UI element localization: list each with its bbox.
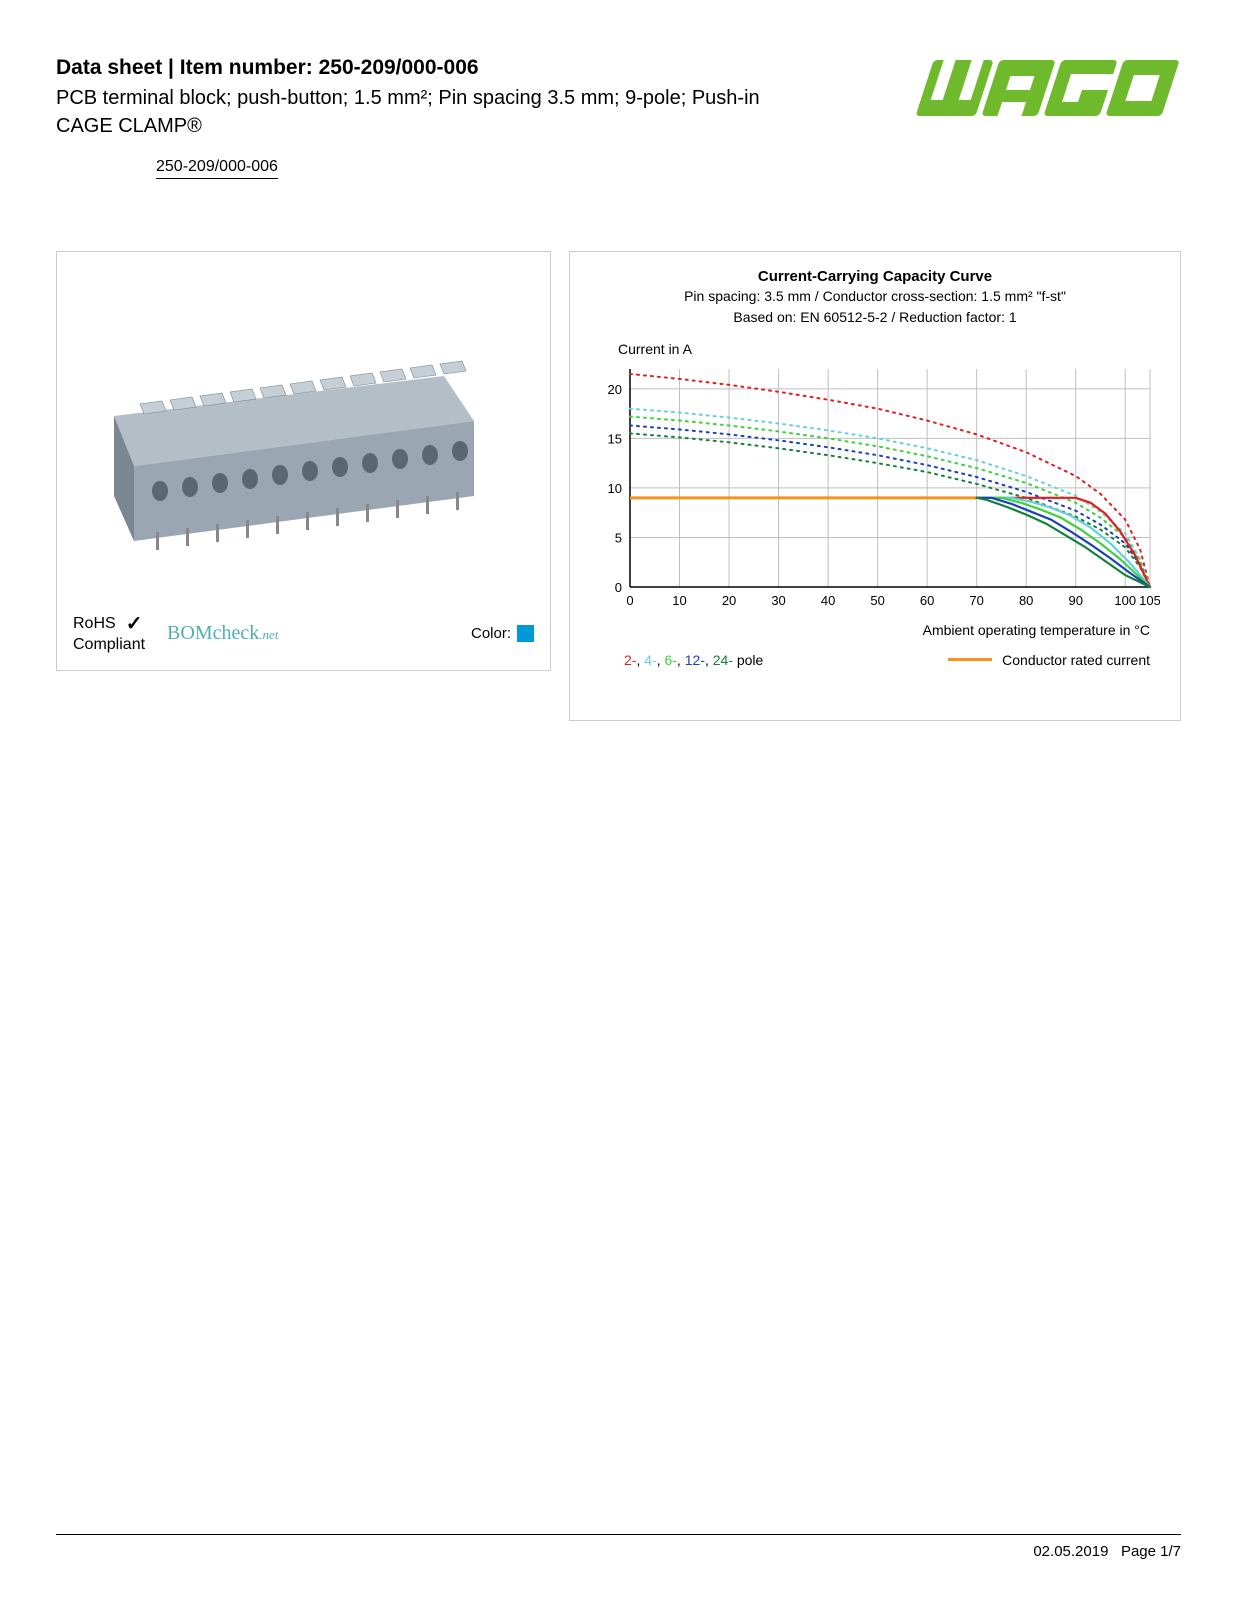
svg-text:100: 100 — [1114, 593, 1136, 608]
footer-page: Page 1/7 — [1121, 1543, 1181, 1560]
svg-text:90: 90 — [1068, 593, 1082, 608]
product-illustration — [73, 268, 534, 605]
wago-logo — [901, 56, 1181, 131]
chart-y-label: Current in A — [618, 341, 1160, 357]
svg-text:105: 105 — [1139, 593, 1160, 608]
legend-pole-24: 24- — [713, 652, 733, 668]
color-indicator: Color: — [471, 625, 534, 642]
chart-subtitle-2: Based on: EN 60512-5-2 / Reduction facto… — [590, 308, 1160, 327]
chart-subtitle-1: Pin spacing: 3.5 mm / Conductor cross-se… — [590, 287, 1160, 306]
chart-plot: 0 10 20 30 40 50 60 70 80 90 100105 0 5 10 15 20 — [590, 363, 1160, 618]
header: Data sheet | Item number: 250-209/000-00… — [56, 56, 1181, 179]
svg-text:30: 30 — [771, 593, 785, 608]
chart-title: Current-Carrying Capacity Curve — [590, 268, 1160, 285]
chart-x-label: Ambient operating temperature in °C — [590, 622, 1160, 638]
svg-text:5: 5 — [615, 530, 622, 545]
badges-row: RoHS ✓ Compliant BOMcheck.net Color: — [73, 613, 534, 654]
legend-pole-2: 2- — [624, 652, 636, 668]
legend-pole-12: 12- — [685, 652, 705, 668]
svg-text:10: 10 — [672, 593, 686, 608]
bomcheck-suffix: .net — [259, 627, 278, 642]
rohs-compliant-label: Compliant — [73, 636, 145, 654]
svg-text:0: 0 — [615, 580, 622, 595]
svg-text:70: 70 — [969, 593, 983, 608]
header-text: Data sheet | Item number: 250-209/000-00… — [56, 56, 776, 179]
rohs-label: RoHS — [73, 615, 116, 633]
legend-poles: 2-, 4-, 6-, 12-, 24- pole — [624, 652, 763, 668]
svg-text:10: 10 — [608, 481, 622, 496]
svg-text:60: 60 — [920, 593, 934, 608]
svg-text:50: 50 — [870, 593, 884, 608]
page-subtitle: PCB terminal block; push-button; 1.5 mm²… — [56, 84, 776, 140]
conductor-line-icon — [948, 658, 992, 661]
svg-text:40: 40 — [821, 593, 835, 608]
legend-pole-suffix: pole — [733, 652, 763, 668]
svg-text:15: 15 — [608, 431, 622, 446]
check-icon: ✓ — [126, 613, 143, 636]
bomcheck-label: BOMcheck — [167, 622, 259, 644]
rohs-badge: RoHS ✓ Compliant — [73, 613, 145, 654]
footer: 02.05.2019 Page 1/7 — [56, 1534, 1181, 1560]
color-label-text: Color: — [471, 625, 511, 642]
footer-date: 02.05.2019 — [1033, 1543, 1108, 1560]
legend-conductor: Conductor rated current — [948, 652, 1150, 668]
svg-text:20: 20 — [722, 593, 736, 608]
panels-row: RoHS ✓ Compliant BOMcheck.net Color: Cur… — [56, 251, 1181, 721]
svg-text:80: 80 — [1019, 593, 1033, 608]
chart-legend: 2-, 4-, 6-, 12-, 24- pole Conductor rate… — [590, 652, 1160, 668]
legend-pole-4: 4- — [644, 652, 656, 668]
svg-text:0: 0 — [626, 593, 633, 608]
chart-panel: Current-Carrying Capacity Curve Pin spac… — [569, 251, 1181, 721]
page-title: Data sheet | Item number: 250-209/000-00… — [56, 56, 776, 80]
color-swatch — [517, 625, 534, 642]
legend-pole-6: 6- — [664, 652, 676, 668]
product-panel: RoHS ✓ Compliant BOMcheck.net Color: — [56, 251, 551, 671]
svg-text:20: 20 — [608, 382, 622, 397]
conductor-label: Conductor rated current — [1002, 652, 1150, 668]
item-number-link[interactable]: 250-209/000-006 — [156, 158, 278, 179]
footer-rule — [56, 1534, 1181, 1535]
footer-text: 02.05.2019 Page 1/7 — [56, 1543, 1181, 1560]
bomcheck-badge: BOMcheck.net — [167, 622, 278, 645]
